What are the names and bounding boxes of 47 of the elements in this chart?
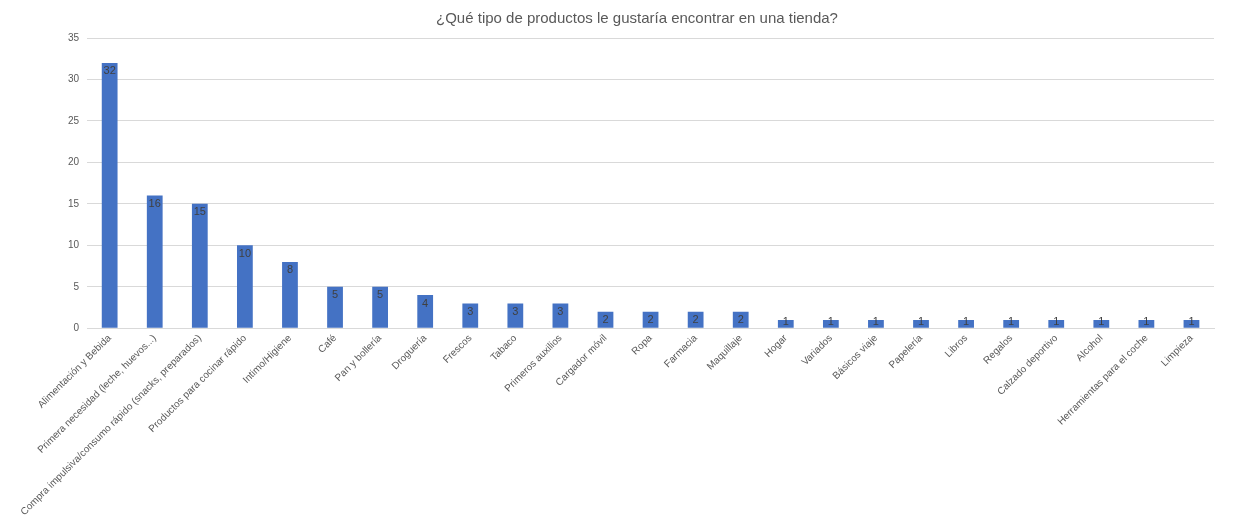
bar xyxy=(913,319,929,328)
data-label: 1 xyxy=(963,315,970,328)
data-label: 5 xyxy=(331,288,339,301)
bar xyxy=(327,286,343,328)
data-label: 16 xyxy=(148,197,161,210)
bar xyxy=(417,295,434,328)
data-label: 2 xyxy=(647,313,654,326)
bar xyxy=(101,62,118,328)
chart-title: ¿Qué tipo de productos le gustaría encontrar en una tienda? xyxy=(436,9,838,27)
data-label: 3 xyxy=(467,304,474,317)
data-label: 32 xyxy=(103,64,116,77)
data-label: 2 xyxy=(602,313,609,326)
y-tick-label: 30 xyxy=(68,73,80,85)
bar xyxy=(1138,319,1155,328)
y-tick-label: 35 xyxy=(68,31,80,43)
data-label: 10 xyxy=(238,246,252,259)
y-tick-label: 10 xyxy=(68,239,80,251)
data-label: 8 xyxy=(286,263,294,276)
bar xyxy=(958,319,974,328)
data-label: 15 xyxy=(193,205,206,218)
bar xyxy=(372,286,388,328)
data-label: 1 xyxy=(917,315,925,328)
y-tick-label: 25 xyxy=(68,114,80,126)
data-label: 1 xyxy=(1053,315,1060,328)
bar xyxy=(146,195,163,328)
data-label: 1 xyxy=(1188,315,1195,328)
data-label: 5 xyxy=(377,288,384,301)
data-label: 1 xyxy=(1098,315,1105,328)
data-label: 2 xyxy=(692,313,699,326)
bar xyxy=(507,303,524,328)
data-label: 2 xyxy=(737,313,744,326)
y-tick-label: 20 xyxy=(68,156,80,168)
data-label: 4 xyxy=(422,296,429,309)
data-label: 1 xyxy=(1008,315,1015,328)
y-tick-label: 15 xyxy=(68,197,80,209)
data-label: 3 xyxy=(512,304,519,317)
bar xyxy=(191,203,208,328)
bar xyxy=(462,303,479,328)
bar xyxy=(1048,319,1065,328)
data-label: 1 xyxy=(1143,315,1150,328)
bar xyxy=(1003,319,1020,328)
y-tick-label: 5 xyxy=(73,280,80,292)
bar xyxy=(237,245,253,328)
y-tick-label: 0 xyxy=(73,322,80,334)
data-label: 3 xyxy=(557,304,564,317)
bar xyxy=(282,261,298,328)
bar xyxy=(1093,319,1110,328)
